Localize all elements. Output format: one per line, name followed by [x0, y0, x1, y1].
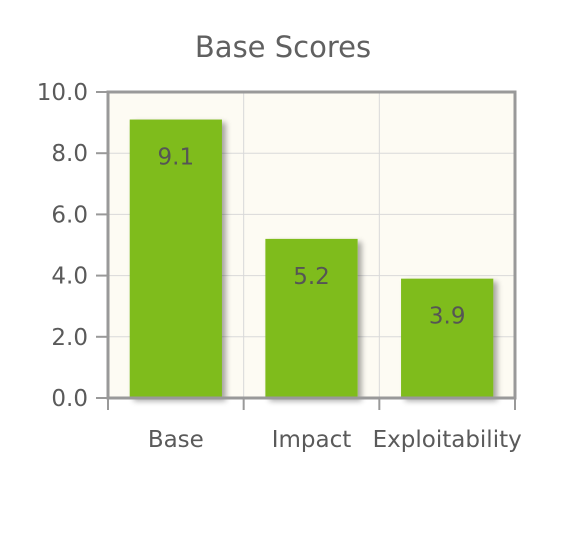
y-tick-label: 2.0 — [51, 325, 88, 351]
y-tick-label: 10.0 — [37, 80, 88, 106]
bar — [129, 119, 222, 398]
data-label: 3.9 — [429, 304, 466, 330]
chart-title: Base Scores — [195, 30, 371, 64]
bar — [265, 238, 358, 398]
data-label: 5.2 — [293, 264, 330, 290]
x-category-label: Exploitability — [373, 427, 522, 453]
plot-frame — [106, 90, 517, 400]
x-category-label: Impact — [272, 427, 352, 453]
bar — [401, 278, 494, 398]
x-category-label: Base — [148, 427, 204, 453]
y-tick-label: 0.0 — [51, 386, 88, 412]
y-tick-label: 6.0 — [51, 202, 88, 228]
y-tick-label: 8.0 — [51, 141, 88, 167]
data-label: 9.1 — [158, 145, 195, 171]
y-tick-label: 4.0 — [51, 264, 88, 290]
